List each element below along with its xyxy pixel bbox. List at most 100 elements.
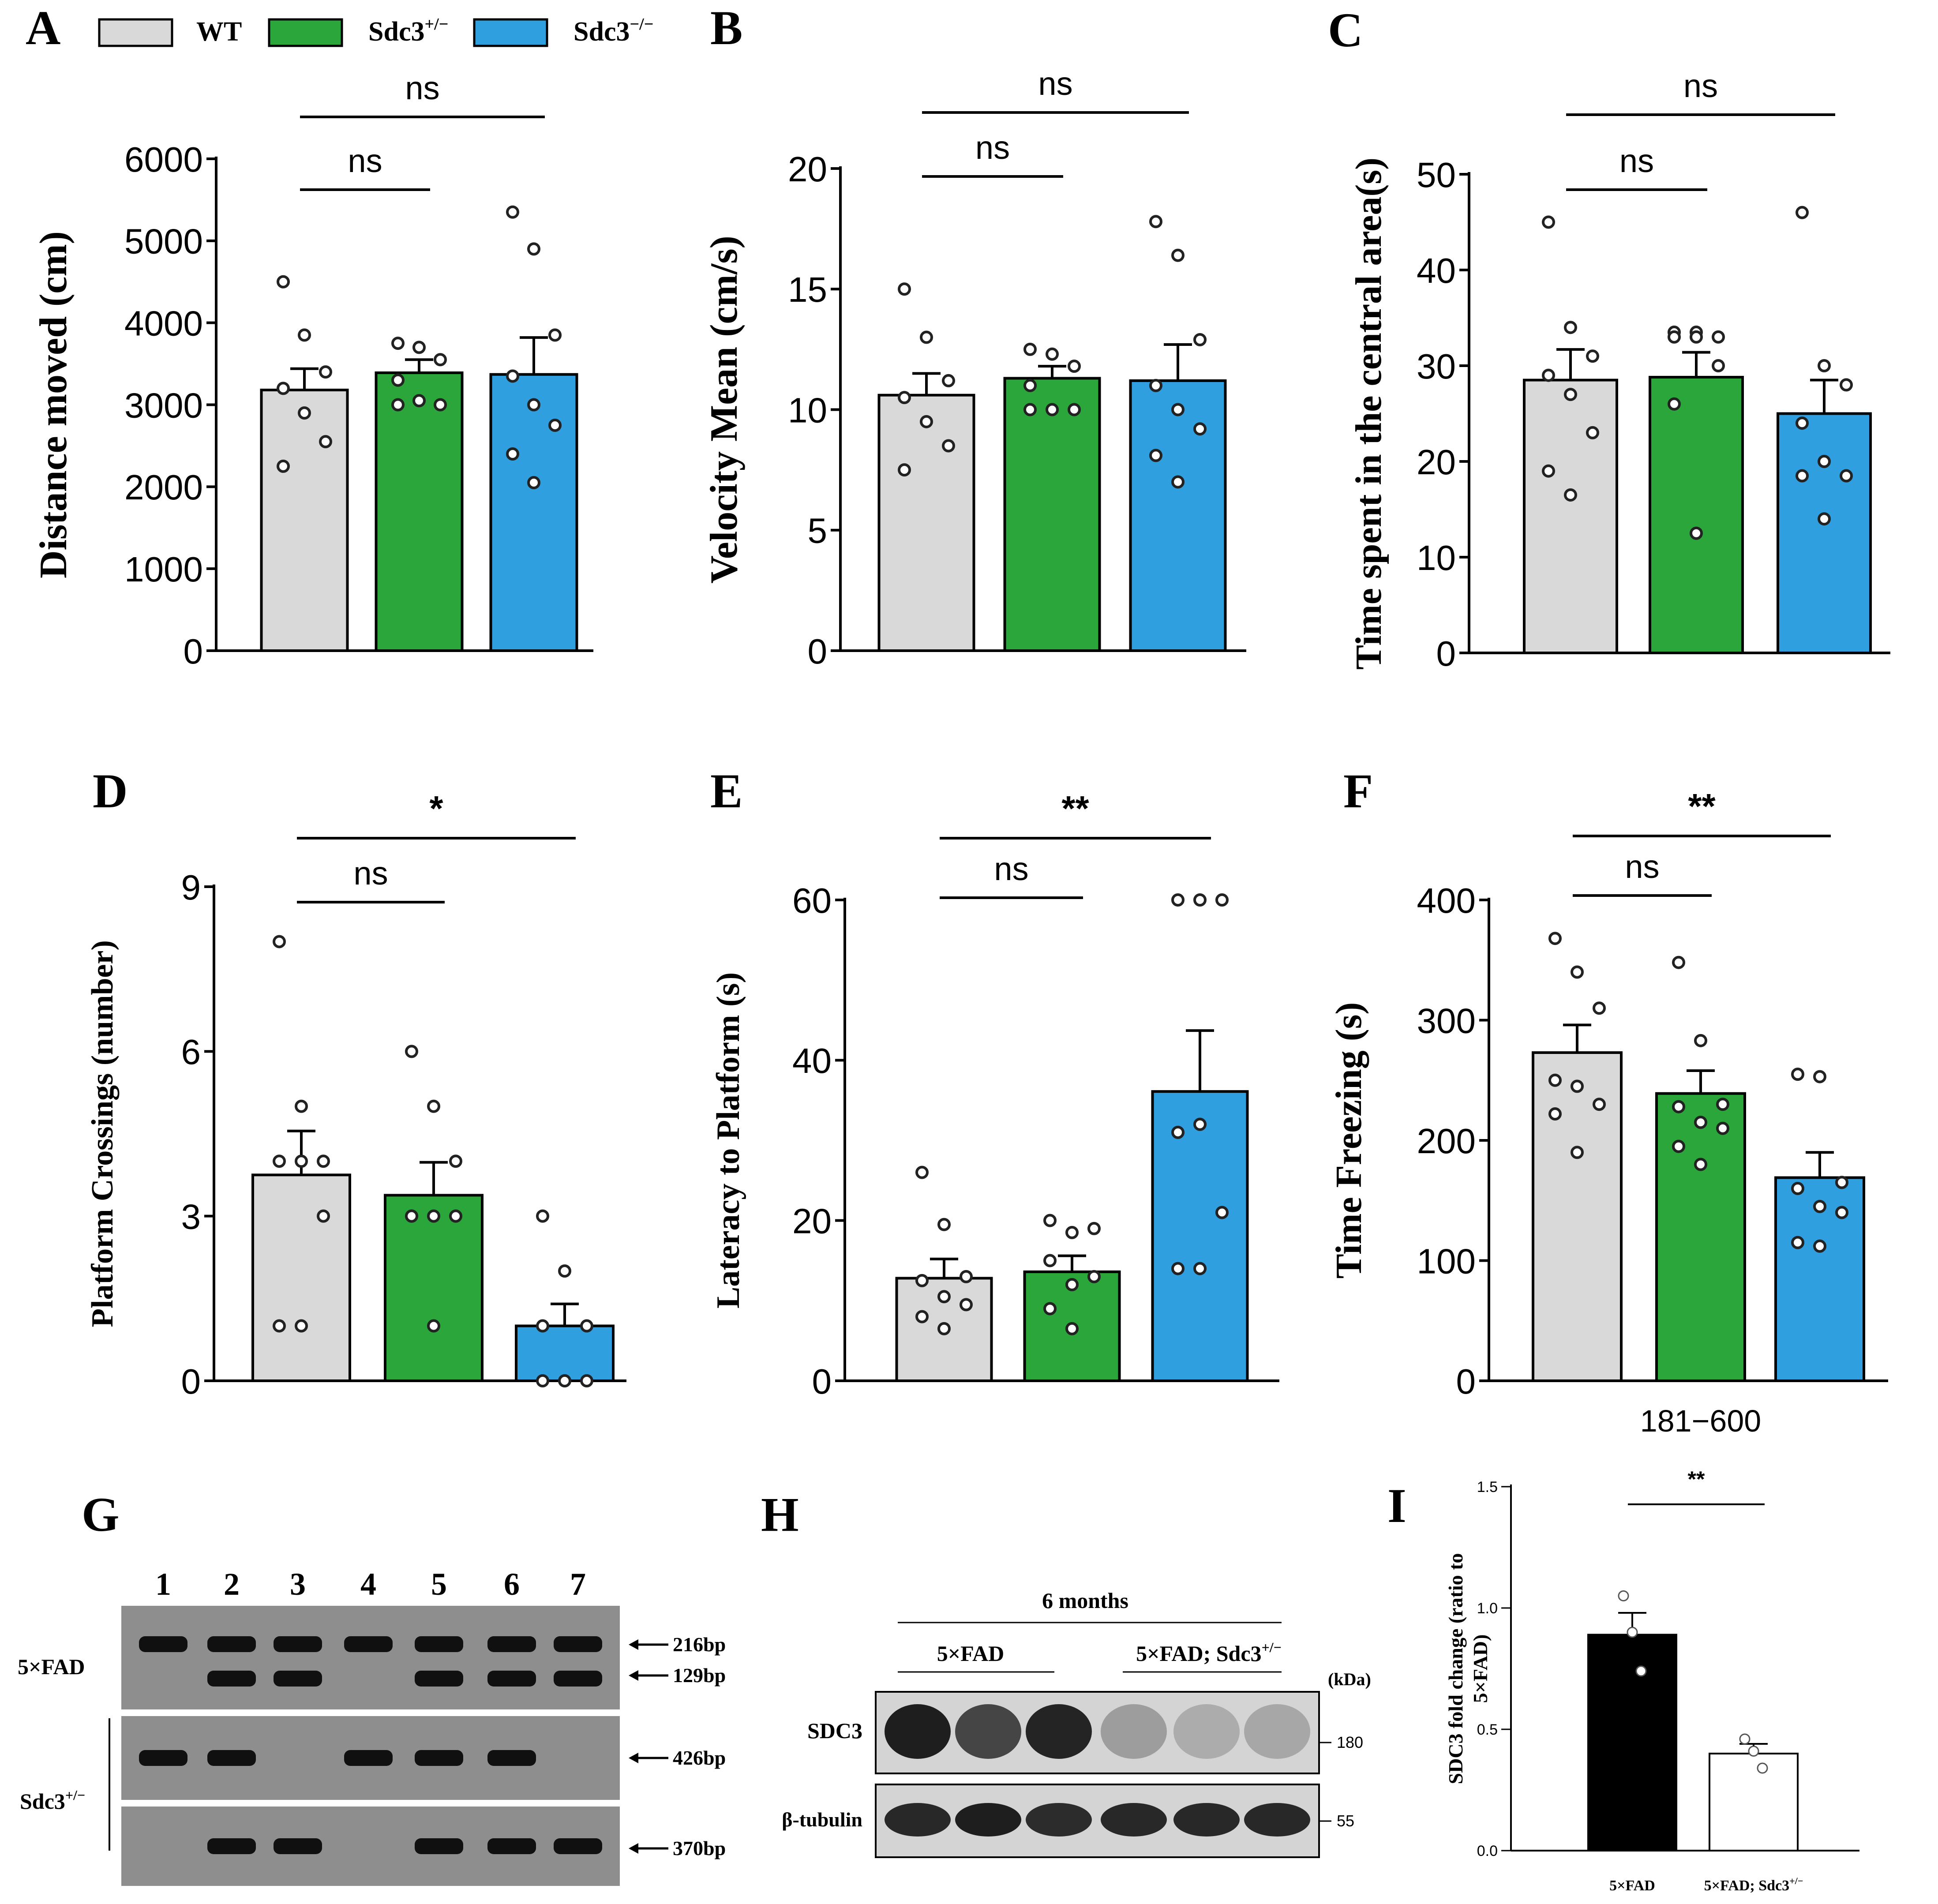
data-point bbox=[1739, 1733, 1751, 1745]
data-point bbox=[319, 435, 332, 449]
y-tick-label: 30 bbox=[1417, 347, 1456, 386]
gel-band bbox=[487, 1636, 536, 1652]
data-point bbox=[1023, 342, 1037, 356]
wb-band bbox=[1173, 1704, 1240, 1759]
data-point bbox=[1043, 1214, 1057, 1227]
x-tick-label-main: 5×FAD bbox=[1609, 1878, 1655, 1894]
gel-band bbox=[274, 1636, 322, 1652]
data-point bbox=[558, 1264, 571, 1278]
data-point bbox=[391, 398, 405, 412]
panel-label-i: I bbox=[1387, 1479, 1406, 1533]
gel-band bbox=[415, 1838, 463, 1854]
wb-band bbox=[885, 1803, 951, 1837]
wb-marker-180: 180 bbox=[1337, 1733, 1363, 1751]
data-point bbox=[449, 1154, 462, 1168]
data-point bbox=[527, 398, 540, 412]
data-point bbox=[1065, 1322, 1079, 1335]
data-point bbox=[915, 1274, 929, 1287]
wb-band bbox=[1244, 1803, 1310, 1837]
data-point bbox=[427, 1319, 440, 1333]
data-point bbox=[1672, 1100, 1685, 1113]
data-point bbox=[1672, 956, 1685, 969]
data-point bbox=[1627, 1627, 1638, 1638]
data-point bbox=[1043, 1254, 1057, 1267]
data-point bbox=[1694, 1116, 1707, 1129]
y-tick-label: 0 bbox=[1456, 1362, 1476, 1401]
data-point bbox=[1813, 1199, 1826, 1213]
gel-marker-arrowhead bbox=[629, 1670, 638, 1681]
data-point bbox=[527, 242, 540, 256]
bar bbox=[251, 1173, 351, 1382]
significance-label: ns bbox=[348, 142, 382, 179]
significance-label: ns bbox=[1619, 142, 1654, 179]
data-point bbox=[1065, 1278, 1079, 1291]
y-tick-label: 1000 bbox=[124, 550, 203, 589]
data-point bbox=[1215, 893, 1229, 907]
data-point bbox=[1046, 347, 1059, 361]
y-axis-title-line1: SDC3 fold change (ratio to bbox=[1444, 1553, 1467, 1784]
data-point bbox=[1149, 449, 1162, 462]
data-point bbox=[1193, 1262, 1207, 1275]
data-point bbox=[405, 1045, 418, 1058]
y-axis-title: Velocity Mean (cm/s) bbox=[703, 236, 746, 584]
data-point bbox=[1087, 1270, 1101, 1283]
data-point bbox=[391, 373, 405, 387]
data-point bbox=[1690, 526, 1703, 540]
data-point bbox=[412, 341, 426, 354]
data-point bbox=[915, 1166, 929, 1179]
gel-lane-number: 1 bbox=[155, 1567, 171, 1602]
gel-band bbox=[207, 1671, 256, 1687]
gel-row-sdc-label: Sdc3+/− bbox=[20, 1787, 85, 1814]
data-point bbox=[1193, 422, 1207, 436]
chart-e: E 0 20 40 60 Lateracy to Platform (s) ns ** bbox=[710, 764, 1279, 1401]
y-tick-label: 10 bbox=[788, 390, 827, 430]
gel-band bbox=[344, 1750, 393, 1766]
y-tick-label: 4000 bbox=[124, 304, 203, 343]
data-point bbox=[1712, 330, 1725, 344]
gel-band bbox=[415, 1636, 463, 1652]
wb-band bbox=[1101, 1704, 1167, 1759]
bar bbox=[1129, 379, 1227, 652]
gel-marker-label: 370bp bbox=[673, 1837, 726, 1859]
legend-label-ko: Sdc3−/− bbox=[574, 15, 653, 47]
y-tick-label: 1.5 bbox=[1477, 1479, 1498, 1495]
data-point bbox=[319, 365, 332, 379]
data-point bbox=[1593, 1001, 1606, 1015]
data-point bbox=[1791, 1068, 1804, 1081]
data-point bbox=[506, 205, 519, 219]
wb-unit-label: (kDa) bbox=[1328, 1669, 1371, 1689]
gel-band bbox=[274, 1838, 322, 1854]
gel-bands bbox=[139, 1636, 602, 1854]
gel-band bbox=[207, 1750, 256, 1766]
significance-label: ** bbox=[1061, 789, 1089, 828]
significance-label: ns bbox=[994, 851, 1028, 887]
data-point bbox=[295, 1099, 308, 1113]
data-point bbox=[942, 374, 955, 387]
y-tick-label: 9 bbox=[181, 868, 201, 907]
wb-header: 6 months bbox=[1042, 1588, 1128, 1613]
chart-c: C 0 10 20 30 40 50 Time spent in the central ar… bbox=[1328, 3, 1890, 673]
data-point bbox=[942, 439, 955, 453]
gel-fad-block bbox=[121, 1606, 620, 1709]
bar bbox=[260, 389, 349, 652]
data-point bbox=[898, 282, 911, 296]
data-point bbox=[298, 406, 311, 420]
wb-band bbox=[1173, 1803, 1240, 1837]
x-tick-label-main: 5×FAD; Sdc3 bbox=[1704, 1878, 1789, 1894]
bar bbox=[1532, 1051, 1623, 1382]
data-point bbox=[1149, 215, 1162, 229]
data-point bbox=[1542, 215, 1555, 229]
y-tick-label: 3000 bbox=[124, 386, 203, 425]
data-point bbox=[937, 1322, 951, 1335]
data-point bbox=[1564, 488, 1577, 502]
gel-lane-number: 7 bbox=[570, 1567, 586, 1602]
gel-band bbox=[554, 1636, 602, 1652]
y-tick-label: 0.5 bbox=[1477, 1721, 1498, 1738]
y-tick-label: 3 bbox=[181, 1197, 201, 1236]
gel-band bbox=[415, 1750, 463, 1766]
gel-band bbox=[344, 1636, 393, 1652]
data-point bbox=[960, 1298, 973, 1312]
